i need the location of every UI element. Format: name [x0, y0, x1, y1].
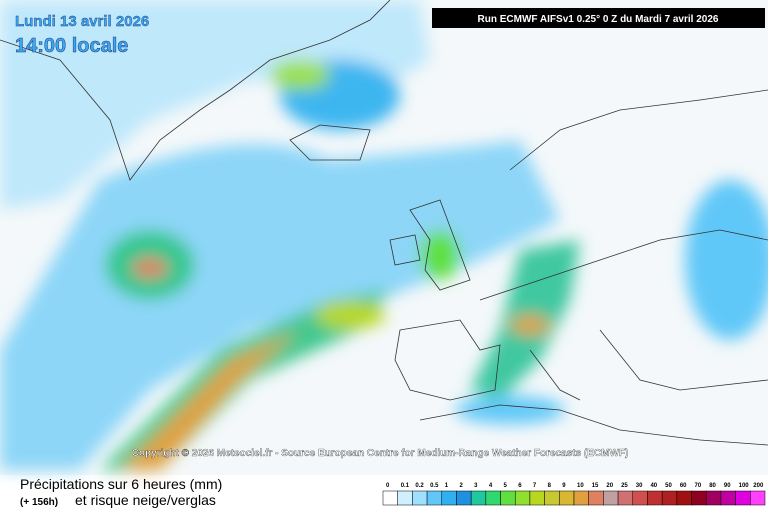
legend-label: 0.1	[401, 483, 410, 489]
legend-swatch	[617, 490, 634, 506]
legend-swatch	[426, 490, 443, 506]
forecast-lead: (+ 156h)	[20, 497, 58, 508]
legend-label: 10	[577, 483, 584, 489]
legend-swatch	[676, 490, 692, 506]
legend-label: 1	[445, 483, 449, 489]
legend: 0 0.1 0.2 0.5 1 2 3 4 5 6 7 8 9 10 15 20 25 30 40 50 60 70 80 9…	[382, 483, 766, 506]
legend-label: 0	[386, 483, 390, 489]
legend-swatch	[500, 490, 516, 506]
legend-swatch	[470, 490, 487, 506]
legend-label: 4	[489, 483, 493, 489]
legend-swatch	[397, 490, 413, 506]
legend-label: 0.5	[430, 483, 439, 489]
legend-swatch	[661, 490, 678, 506]
legend-swatch	[441, 490, 457, 506]
legend-label: 7	[533, 483, 537, 489]
legend-swatch	[412, 490, 428, 506]
legend-swatch	[588, 490, 604, 506]
forecast-time: 14:00 locale	[15, 35, 128, 57]
run-banner	[432, 8, 765, 28]
legend-label: 9	[562, 483, 566, 489]
legend-label: 6	[518, 483, 522, 489]
legend-label: 0.2	[415, 483, 424, 489]
legend-label: 200	[753, 483, 764, 489]
legend-swatch	[514, 490, 531, 506]
legend-label: 8	[548, 483, 552, 489]
legend-swatch	[559, 490, 575, 506]
legend-swatch	[720, 490, 736, 506]
legend-label: 15	[592, 483, 599, 489]
legend-label: 90	[724, 483, 731, 489]
legend-swatch	[750, 490, 766, 506]
legend-swatch	[544, 490, 560, 506]
copyright: Copyright © 2026 Meteociel.fr - Source E…	[132, 448, 629, 459]
legend-swatch	[603, 490, 619, 506]
legend-label: 30	[636, 483, 643, 489]
legend-swatch	[456, 490, 472, 506]
legend-swatch	[529, 490, 545, 506]
legend-label: 80	[709, 483, 716, 489]
footer-subtitle: et risque neige/verglas	[75, 492, 216, 508]
legend-label: 50	[665, 483, 672, 489]
legend-swatch	[632, 490, 648, 506]
legend-swatch	[691, 490, 707, 506]
legend-label: 60	[680, 483, 687, 489]
legend-swatch	[735, 490, 751, 506]
run-info: Run ECMWF AIFSv1 0.25° 0 Z du Mardi 7 av…	[478, 14, 719, 25]
legend-label: 70	[695, 483, 702, 489]
forecast-date: Lundi 13 avril 2026	[15, 13, 149, 30]
legend-label: 3	[474, 483, 478, 489]
coastlines	[0, 0, 768, 446]
legend-label: 40	[650, 483, 657, 489]
legend-label: 25	[621, 483, 628, 489]
legend-label: 5	[504, 483, 508, 489]
legend-swatch	[485, 490, 501, 506]
legend-label: 100	[739, 483, 750, 489]
footer-title: Précipitations sur 6 heures (mm)	[20, 476, 222, 492]
legend-swatch	[573, 490, 589, 506]
legend-swatch	[382, 490, 398, 506]
legend-swatch	[705, 490, 722, 506]
precipitation-field	[0, 0, 768, 470]
legend-swatch	[647, 490, 663, 506]
legend-label: 2	[459, 483, 463, 489]
legend-label: 20	[606, 483, 613, 489]
